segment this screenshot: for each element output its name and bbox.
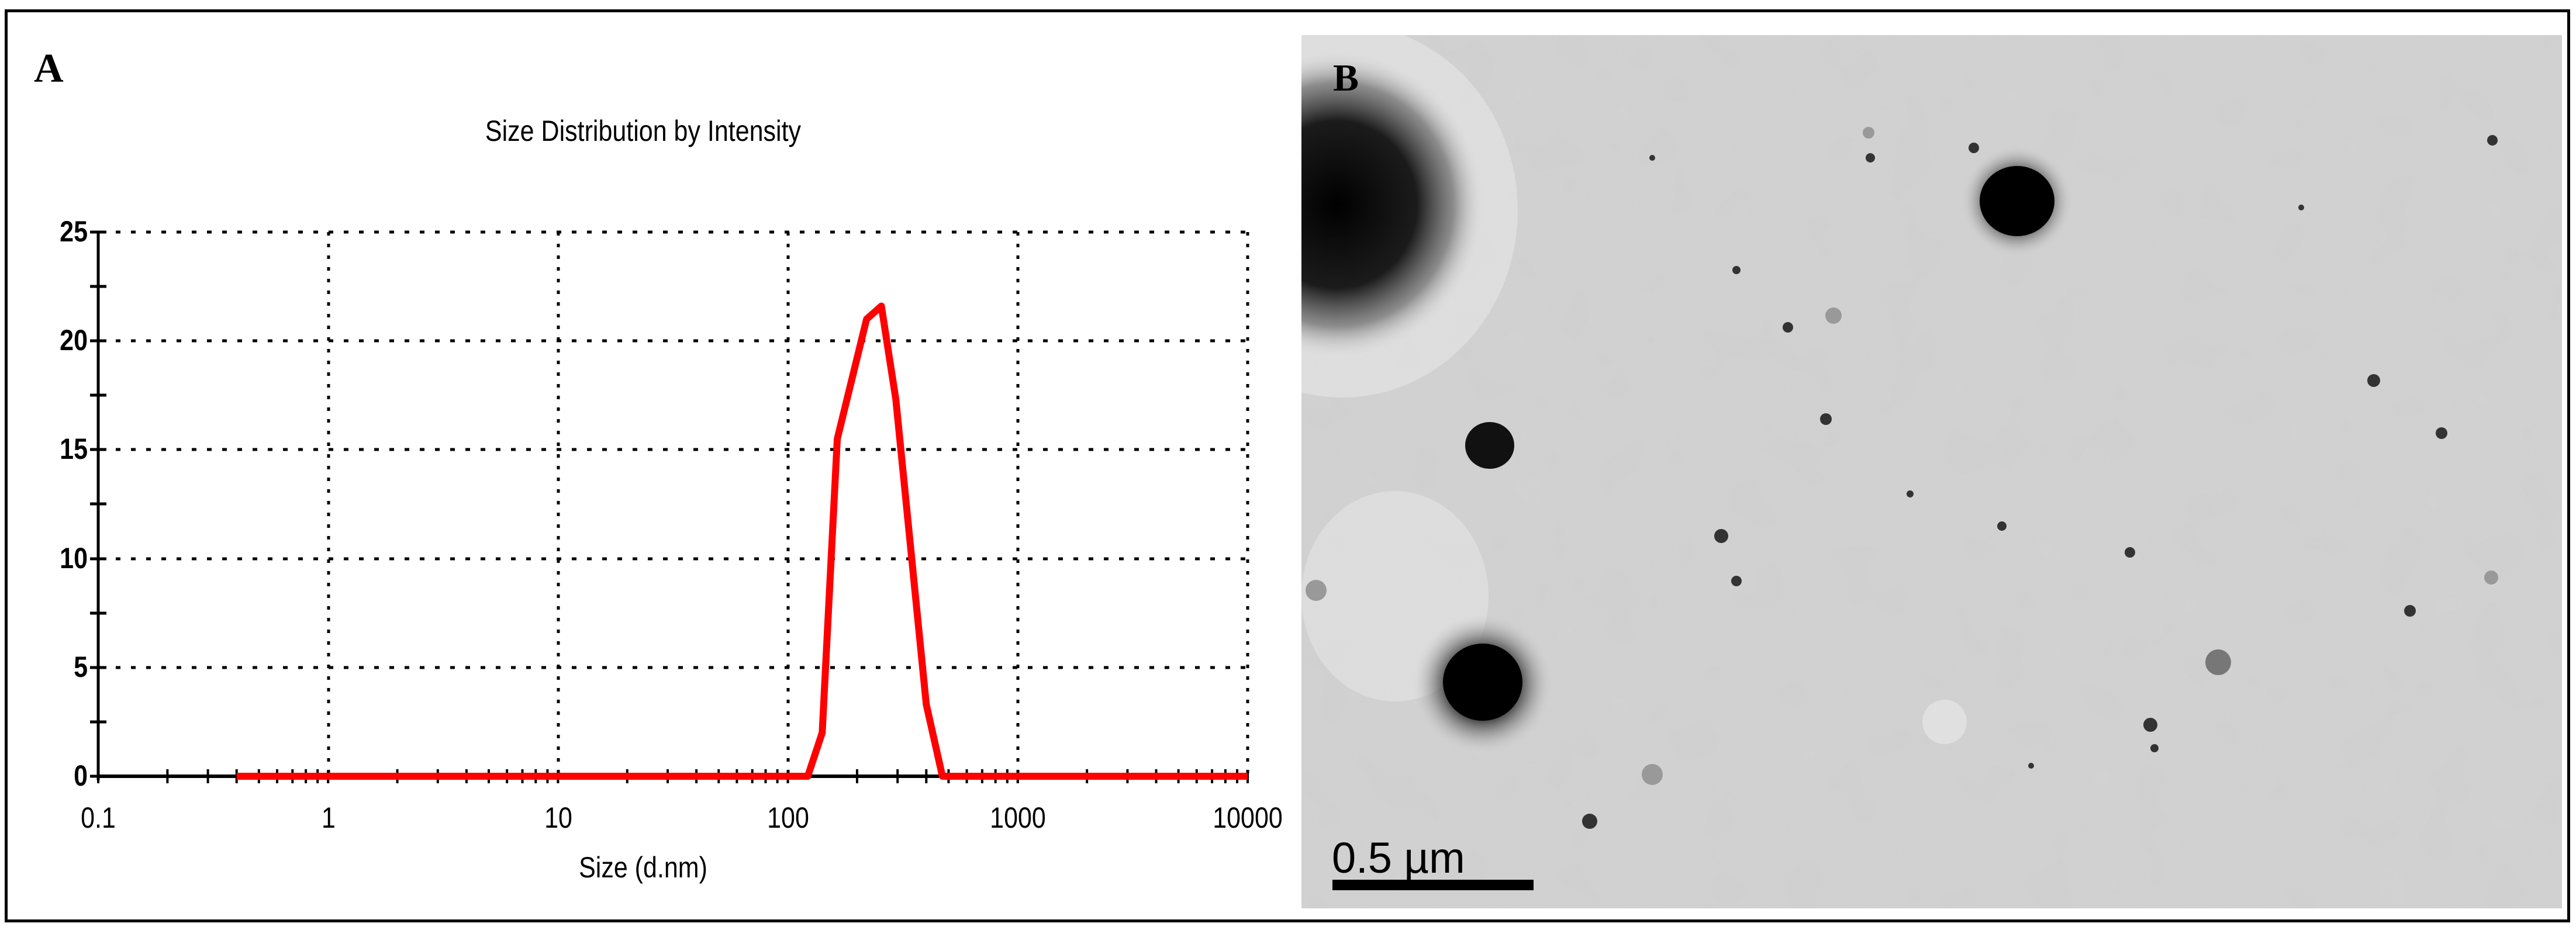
tem-image-content xyxy=(1301,35,2562,908)
chart-title: Size Distribution by Intensity xyxy=(485,115,802,147)
y-tick-label: 10 xyxy=(60,542,88,575)
x-tick-label: 0.1 xyxy=(81,801,116,834)
panel-label-b: B xyxy=(1333,57,1359,99)
vertical-gridlines xyxy=(327,232,1249,780)
scale-bar xyxy=(1332,880,1534,890)
panel-label-a: A xyxy=(34,46,64,91)
scale-bar-label: 0.5 µm xyxy=(1332,834,1465,882)
size-distribution-chart xyxy=(90,230,1249,783)
intensity-series-line xyxy=(236,302,1248,780)
y-tick-label: 0 xyxy=(74,759,88,792)
x-tick-label: 100 xyxy=(767,801,809,834)
tem-micrograph xyxy=(1301,35,2562,908)
y-tick-label: 5 xyxy=(74,651,88,683)
x-tick-label: 1 xyxy=(322,801,336,834)
y-axis-ticks xyxy=(90,230,106,778)
x-tick-label: 1000 xyxy=(990,801,1046,834)
y-tick-label: 15 xyxy=(60,433,88,465)
x-tick-label: 10000 xyxy=(1213,801,1283,834)
y-tick-label: 25 xyxy=(60,215,88,248)
x-axis-title: Size (d.nm) xyxy=(579,851,707,884)
y-tick-label: 20 xyxy=(60,324,88,357)
horizontal-gridlines xyxy=(101,230,1249,669)
x-tick-label: 10 xyxy=(544,801,572,834)
